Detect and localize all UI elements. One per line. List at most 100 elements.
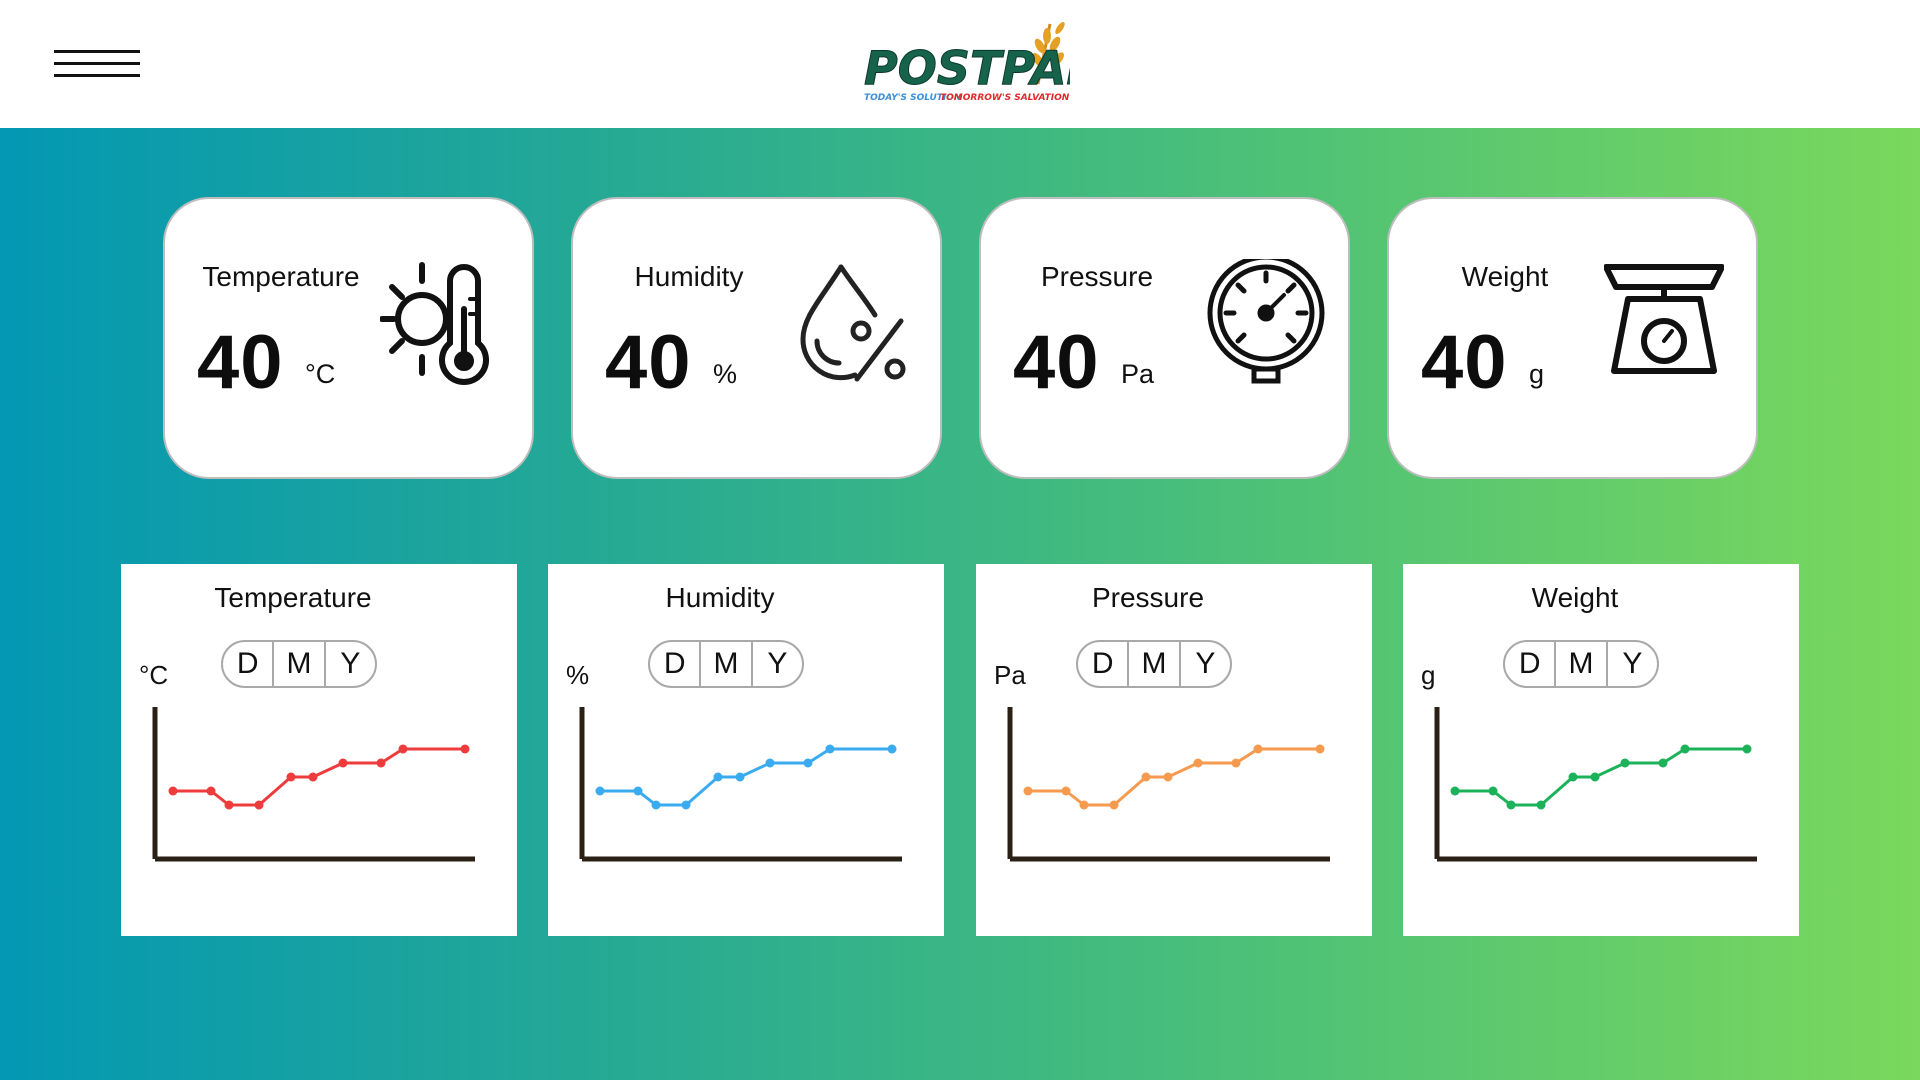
stat-title: Pressure [1040,261,1154,292]
stat-value: 40 [1013,320,1100,405]
data-point [1023,786,1033,796]
range-toggle: D M Y [221,640,377,688]
data-point [1141,772,1151,782]
svg-text:TODAY'S SOLUTION: TODAY'S SOLUTION [864,93,962,103]
range-day-button[interactable]: D [1091,647,1114,680]
weighing-scale-icon [1604,259,1724,389]
line-chart [579,707,902,862]
data-point [735,772,745,782]
stat-unit: % [713,359,738,389]
stat-card-humidity[interactable]: Humidity 40 % [571,197,942,479]
data-point [1536,800,1546,810]
data-point [1315,744,1325,754]
data-point [713,772,723,782]
data-point [595,786,605,796]
data-point [1450,786,1460,796]
data-point [1488,786,1498,796]
postpad-logo: POSTPAD TODAY'S SOLUTION TOMORROW'S SALV… [860,14,1070,106]
series-line [600,747,892,807]
data-point [1590,772,1600,782]
data-point [887,744,897,754]
top-bar: POSTPAD TODAY'S SOLUTION TOMORROW'S SALV… [0,0,1920,128]
line-chart [1434,707,1757,862]
data-point [1163,772,1173,782]
chart-title: Temperature [214,582,372,613]
data-point [825,744,835,754]
range-month-button[interactable]: M [1554,642,1605,686]
line-chart [1007,707,1330,862]
data-point [338,758,348,768]
data-point [681,800,691,810]
stat-value: 40 [605,320,692,405]
data-point [206,786,216,796]
data-point [1193,758,1203,768]
range-year-button[interactable]: Y [323,642,375,686]
data-point [1680,744,1690,754]
chart-unit-label: g [1421,660,1436,690]
pressure-gauge-icon [1206,259,1326,389]
range-toggle: D M Y [1503,640,1659,688]
series-line [173,747,465,807]
chart-unit-label: °C [139,660,169,690]
thermometer-sun-icon [380,259,500,389]
chart-card-pressure: Pressure D M Y Pa [976,564,1372,936]
data-point [765,758,775,768]
chart-unit-label: % [566,660,590,690]
range-day-button[interactable]: D [663,647,686,680]
data-point [224,800,234,810]
chart-card-weight: Weight D M Y g [1403,564,1799,936]
stat-title: Temperature [202,261,360,292]
data-point [398,744,408,754]
range-day-button[interactable]: D [1518,647,1541,680]
data-point [286,772,296,782]
data-point [651,800,661,810]
data-point [1109,800,1119,810]
range-year-button[interactable]: Y [750,642,802,686]
data-point [1742,744,1752,754]
chart-title: Weight [1531,582,1619,613]
data-point [376,758,386,768]
range-month-button[interactable]: M [699,642,750,686]
stat-value: 40 [197,320,284,405]
range-day-button[interactable]: D [236,647,259,680]
logo-text: POSTPAD [864,41,1070,95]
data-point [1253,744,1263,754]
data-point [633,786,643,796]
svg-text:TOMORROW'S SALVATION: TOMORROW'S SALVATION [940,93,1070,103]
stat-title: Weight [1461,261,1549,292]
data-point [1079,800,1089,810]
chart-title: Humidity [665,582,775,613]
data-point [1568,772,1578,782]
chart-unit-label: Pa [994,660,1026,690]
range-year-button[interactable]: Y [1605,642,1657,686]
hamburger-menu-icon[interactable] [54,50,140,80]
stat-unit: g [1529,359,1545,389]
range-month-button[interactable]: M [272,642,323,686]
data-point [1620,758,1630,768]
chart-card-temperature: Temperature D M Y °C [121,564,517,936]
line-chart [152,707,475,862]
data-point [460,744,470,754]
stat-value: 40 [1421,320,1508,405]
series-line [1028,747,1320,807]
data-point [1231,758,1241,768]
stat-unit: °C [305,359,336,389]
stat-unit: Pa [1121,359,1155,389]
series-line [1455,747,1747,807]
chart-title: Pressure [1091,582,1205,613]
data-point [308,772,318,782]
stat-card-weight[interactable]: Weight 40 g [1387,197,1758,479]
wheat-icon [1032,22,1065,85]
data-point [1506,800,1516,810]
stat-card-pressure[interactable]: Pressure 40 Pa [979,197,1350,479]
data-point [254,800,264,810]
stat-title: Humidity [634,261,744,292]
range-month-button[interactable]: M [1127,642,1178,686]
range-toggle: D M Y [1076,640,1232,688]
data-point [168,786,178,796]
range-year-button[interactable]: Y [1178,642,1230,686]
stat-card-temperature[interactable]: Temperature 40 °C [163,197,534,479]
range-toggle: D M Y [648,640,804,688]
chart-card-humidity: Humidity D M Y % [548,564,944,936]
data-point [1658,758,1668,768]
